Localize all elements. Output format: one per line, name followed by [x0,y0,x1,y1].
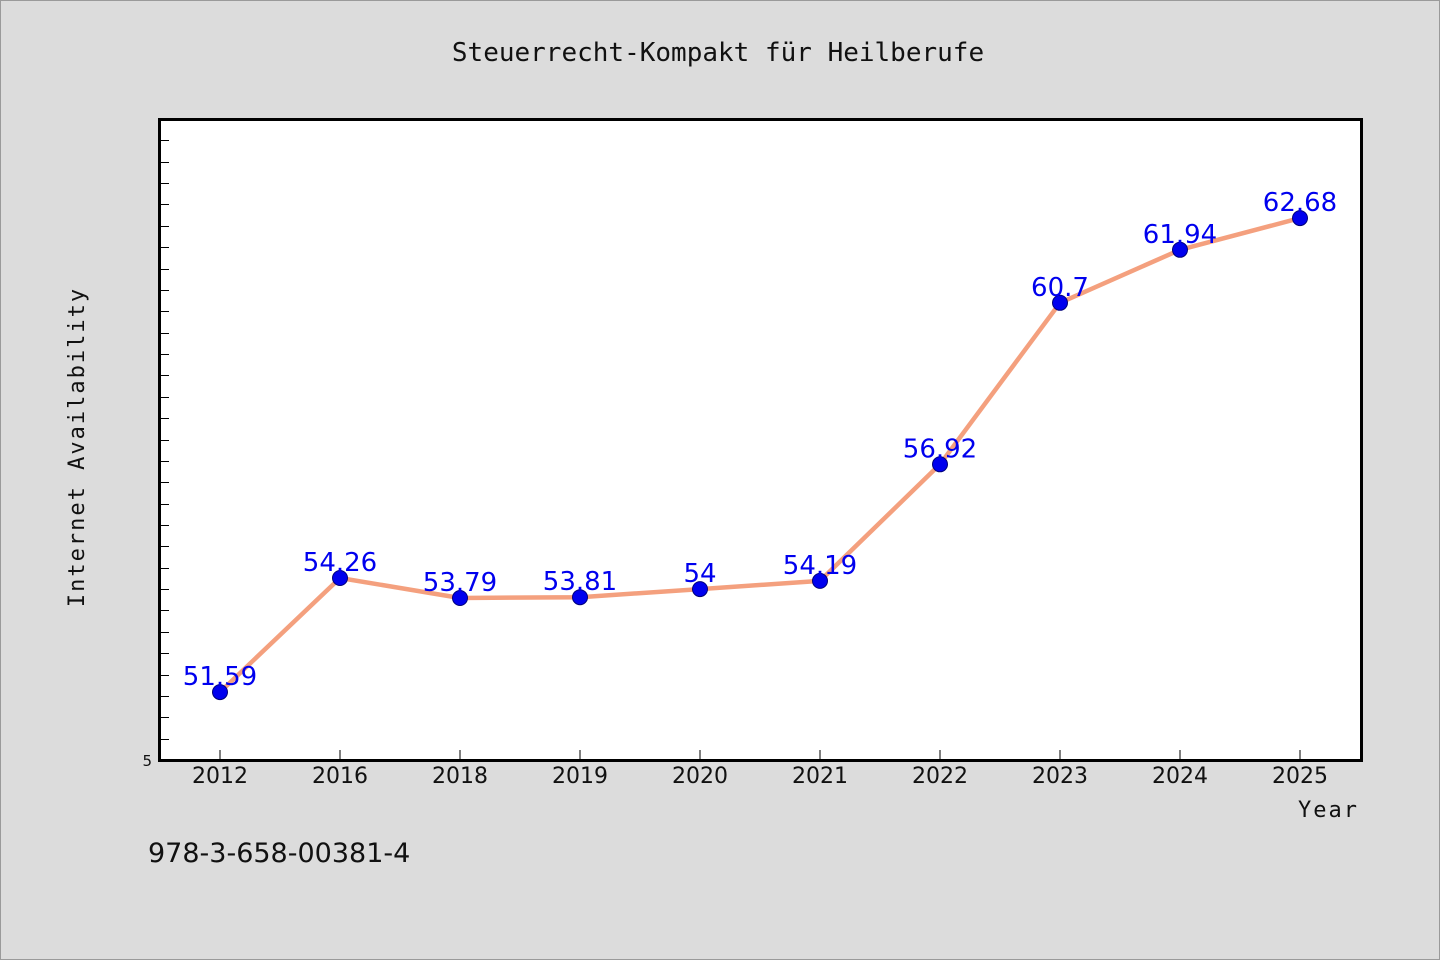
x-tick-label: 2020 [672,764,728,789]
data-point-marker [452,590,468,606]
data-point-marker [1172,241,1188,258]
data-point-marker [212,684,228,701]
series-line [217,215,1303,695]
chart-title: Steuerrecht-Kompakt für Heilberufe [452,38,984,68]
footer-code: 978-3-658-00381-4 [148,838,410,869]
data-value-labels: 51.59 54.26 53.79 53.81 54 54.19 56.92 60.7 61.9… [183,188,1337,692]
data-point-marker [932,456,948,473]
x-tick-label: 2019 [552,764,608,789]
data-value-label: 53.81 [543,567,617,597]
data-point-marker [1052,294,1068,311]
x-tick-label: 2024 [1152,764,1208,789]
data-point-marker [572,589,588,606]
data-point-marker [692,581,708,598]
x-tick-label: 2025 [1272,764,1328,789]
x-axis-title: Year [1298,798,1359,823]
x-axis-ticks [219,750,1301,760]
y-axis-min-tick-label: 5 [142,752,152,770]
x-tick-label: 2022 [912,764,968,789]
data-value-label: 53.79 [423,568,497,598]
y-axis-title: Internet Availability [65,287,90,607]
plot-area [158,118,1363,762]
data-point-marker [812,572,828,589]
data-point-markers [212,210,1308,701]
x-axis-tick-labels: 2012 2016 2018 2019 2020 2021 2022 2023 2024 2025 [192,764,1328,789]
y-axis-ticks [159,140,169,740]
x-tick-label: 2023 [1032,764,1088,789]
data-value-label: 54 [683,559,716,589]
data-point-marker [332,570,348,586]
data-value-label: 54.26 [303,548,377,578]
data-value-label: 51.59 [183,662,257,692]
data-value-label: 54.19 [783,551,857,581]
x-tick-label: 2018 [432,764,488,789]
data-value-label: 60.7 [1031,273,1089,303]
data-value-label: 62.68 [1263,188,1337,218]
data-value-label: 61.94 [1143,220,1217,250]
x-tick-label: 2016 [312,764,368,789]
x-tick-label: 2012 [192,764,248,789]
data-value-label: 56.92 [903,434,977,464]
x-tick-label: 2021 [792,764,848,789]
data-point-marker [1292,210,1308,227]
